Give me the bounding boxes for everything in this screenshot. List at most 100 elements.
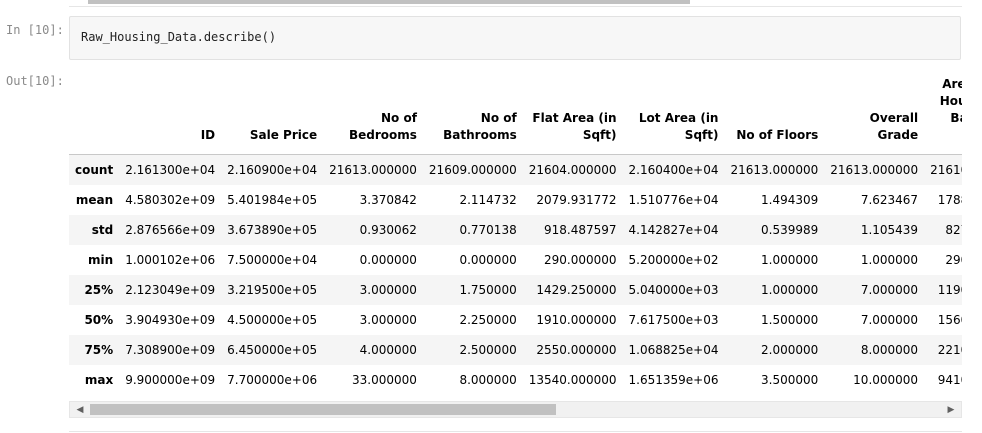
code-input-cell[interactable]: Raw_Housing_Data.describe() <box>69 16 961 60</box>
cell-divider <box>69 431 962 432</box>
previous-output-scroll-thumb[interactable] <box>88 0 690 4</box>
table-cell: 9410.000000 <box>937 372 962 387</box>
table-cell: 8.000000 <box>459 372 517 387</box>
table-row: 50% 3.904930e+09 4.500000e+05 3.000000 2… <box>69 305 962 335</box>
column-header: Flat Area (in Sqft) <box>522 66 623 155</box>
table-cell: 0.000000 <box>459 252 517 267</box>
table-cell: 21604.000000 <box>528 162 617 177</box>
table-cell: 0.000000 <box>359 252 417 267</box>
output-prompt: Out[10]: <box>6 74 64 88</box>
table-cell: 7.700000e+06 <box>227 372 318 387</box>
table-cell: 5.401984e+05 <box>227 192 318 207</box>
table-cell: 1910.000000 <box>536 312 617 327</box>
column-header: No of Bedrooms <box>323 66 423 155</box>
table-cell: 8.000000 <box>860 342 919 357</box>
table-cell: 10.000000 <box>853 372 919 387</box>
table-cell: 4.500000e+05 <box>227 312 318 327</box>
table-cell: 2210.000000 <box>937 342 962 357</box>
table-cell: 7.000000 <box>860 282 919 297</box>
table-row: 25% 2.123049e+09 3.219500e+05 3.000000 1… <box>69 274 962 305</box>
table-row: count 2.161300e+04 2.160900e+04 21613.00… <box>69 154 962 185</box>
table-cell: 1.000000 <box>761 282 819 297</box>
table-cell: 3.904930e+09 <box>125 312 216 327</box>
row-label: max <box>84 372 114 387</box>
table-cell: 0.770138 <box>459 222 517 237</box>
table-cell: 1.651359e+06 <box>628 372 719 387</box>
table-cell: 1.750000 <box>459 282 517 297</box>
table-cell: 2.500000 <box>459 342 517 357</box>
column-header: No of Floors <box>724 66 825 155</box>
input-prompt: In [10]: <box>6 23 64 37</box>
table-cell: 827.982604 <box>945 222 962 237</box>
table-cell: 21613.000000 <box>830 162 919 177</box>
table-cell: 3.673890e+05 <box>227 222 318 237</box>
code-text[interactable]: Raw_Housing_Data.describe() <box>81 30 277 44</box>
table-cell: 918.487597 <box>543 222 617 237</box>
column-header: Overall Grade <box>824 66 925 155</box>
table-cell: 5.040000e+03 <box>628 282 719 297</box>
table-cell: 1560.000000 <box>937 312 962 327</box>
table-cell: 21613.000000 <box>730 162 819 177</box>
table-row: 75% 7.308900e+09 6.450000e+05 4.000000 2… <box>69 334 962 365</box>
column-header: Area of the House from Basement (in Sqft… <box>924 66 962 155</box>
table-row: mean 4.580302e+09 5.401984e+05 3.370842 … <box>69 185 962 215</box>
table-header-row: ID Sale Price No of Bedrooms No of Bathr… <box>69 66 962 155</box>
table-cell: 1.068825e+04 <box>628 342 719 357</box>
table-cell: 13540.000000 <box>528 372 617 387</box>
scroll-right-arrow-icon[interactable]: ▶ <box>947 404 955 415</box>
table-cell: 2.161300e+04 <box>125 162 216 177</box>
table-cell: 1788.344193 <box>937 192 962 207</box>
table-cell: 2.876566e+09 <box>125 222 216 237</box>
table-cell: 0.539989 <box>761 222 819 237</box>
table-cell: 1.000102e+06 <box>125 252 216 267</box>
row-label: 50% <box>84 312 114 327</box>
table-cell: 4.000000 <box>359 342 417 357</box>
table-row: min 1.000102e+06 7.500000e+04 0.000000 0… <box>69 245 962 275</box>
table-cell: 1.494309 <box>761 192 819 207</box>
table-cell: 1.105439 <box>860 222 919 237</box>
column-header: No of Bathrooms <box>422 66 523 155</box>
row-label: 75% <box>84 342 114 357</box>
table-cell: 3.000000 <box>359 282 417 297</box>
row-label: mean <box>75 192 114 207</box>
table-cell: 1.500000 <box>761 312 819 327</box>
table-cell: 3.219500e+05 <box>227 282 318 297</box>
scrollbar-thumb[interactable] <box>90 404 556 415</box>
table-cell: 7.500000e+04 <box>227 252 318 267</box>
table-cell: 7.308900e+09 <box>125 342 216 357</box>
table-cell: 33.000000 <box>352 372 417 387</box>
column-header: Sale Price <box>221 66 324 155</box>
table-cell: 4.580302e+09 <box>125 192 216 207</box>
row-label: count <box>75 162 114 177</box>
table-cell: 2.160900e+04 <box>227 162 318 177</box>
table-cell: 2.123049e+09 <box>125 282 216 297</box>
column-header: ID <box>119 66 222 155</box>
table-cell: 6.450000e+05 <box>227 342 318 357</box>
table-cell: 2550.000000 <box>536 342 617 357</box>
table-cell: 1429.250000 <box>536 282 617 297</box>
table-cell: 7.623467 <box>860 192 919 207</box>
table-cell: 1.000000 <box>761 252 819 267</box>
table-cell: 2.000000 <box>761 342 819 357</box>
table-cell: 3.000000 <box>359 312 417 327</box>
table-cell: 9.900000e+09 <box>125 372 216 387</box>
table-cell: 2079.931772 <box>536 192 617 207</box>
table-cell: 290.000000 <box>945 252 962 267</box>
row-label: min <box>88 252 114 267</box>
table-cell: 7.617500e+03 <box>628 312 719 327</box>
table-cell: 1.510776e+04 <box>628 192 719 207</box>
column-header: Lot Area (in Sqft) <box>622 66 725 155</box>
table-cell: 5.200000e+02 <box>628 252 719 267</box>
horizontal-scrollbar[interactable]: ◀ ▶ <box>69 401 962 418</box>
table-cell: 1.000000 <box>860 252 919 267</box>
row-label: 25% <box>84 282 114 297</box>
table-cell: 21613.000000 <box>329 162 417 177</box>
table-row: max 9.900000e+09 7.700000e+06 33.000000 … <box>69 365 962 395</box>
table-cell: 7.000000 <box>860 312 919 327</box>
table-cell: 4.142827e+04 <box>628 222 719 237</box>
table-row: std 2.876566e+09 3.673890e+05 0.930062 0… <box>69 214 962 245</box>
previous-output-area <box>69 0 962 7</box>
scroll-left-arrow-icon[interactable]: ◀ <box>76 404 84 415</box>
table-cell: 0.930062 <box>359 222 417 237</box>
